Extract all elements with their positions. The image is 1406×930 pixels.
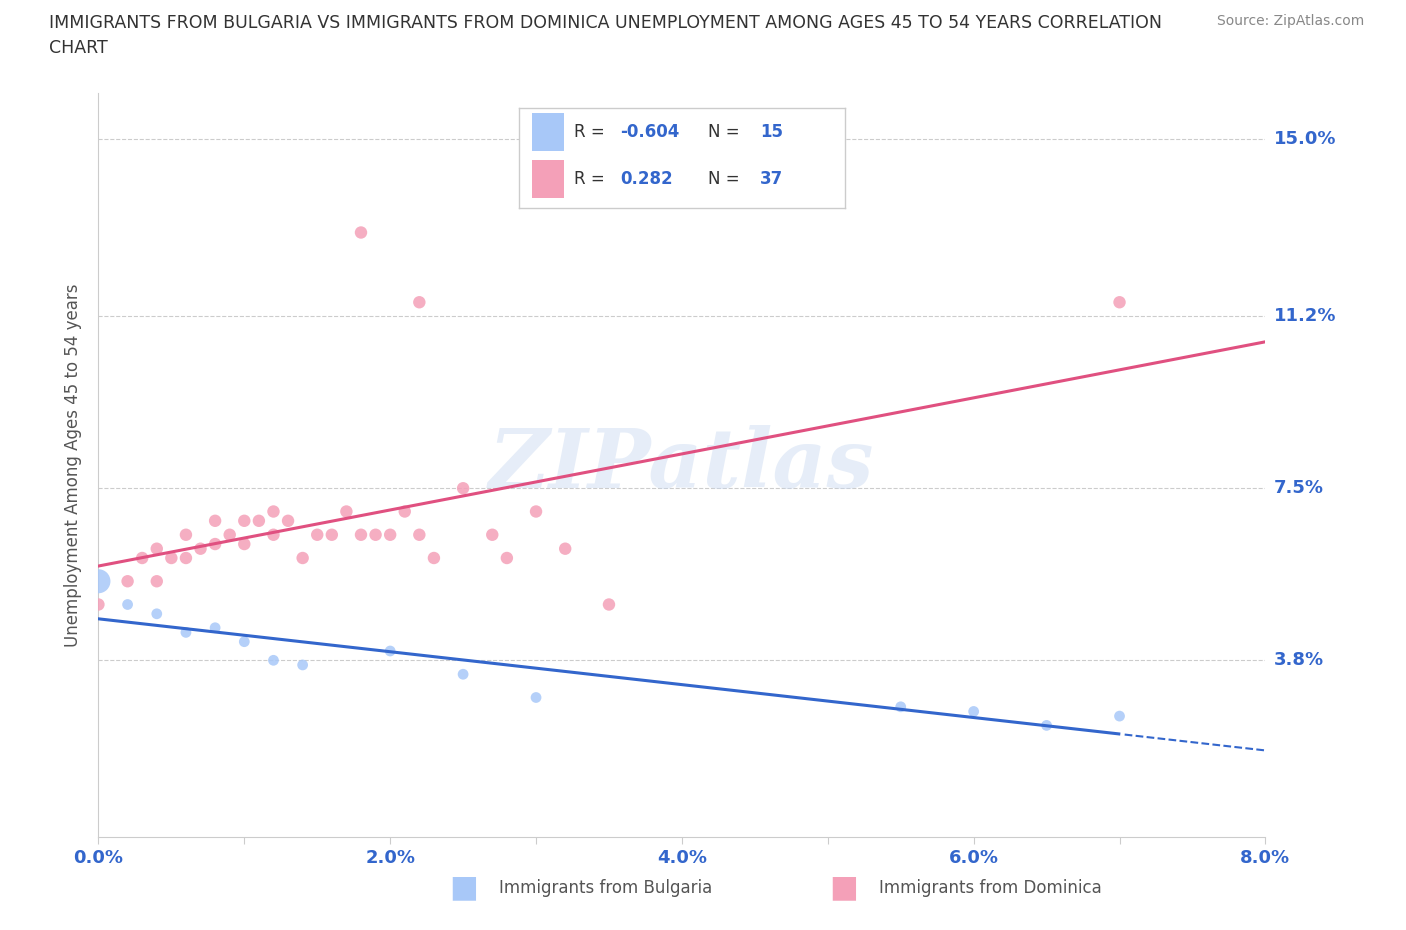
- Text: 11.2%: 11.2%: [1274, 307, 1336, 326]
- Text: ■: ■: [450, 873, 478, 903]
- Point: [146, 606, 169, 621]
- Point: [262, 653, 284, 668]
- Point: [307, 527, 329, 542]
- Point: [204, 537, 226, 551]
- Point: [291, 551, 314, 565]
- Text: 7.5%: 7.5%: [1274, 479, 1323, 498]
- Point: [174, 527, 197, 542]
- Text: CHART: CHART: [49, 39, 108, 57]
- Text: ■: ■: [830, 873, 858, 903]
- Point: [262, 527, 284, 542]
- Point: [350, 225, 373, 240]
- Point: [408, 295, 430, 310]
- Point: [291, 658, 314, 672]
- Point: [350, 527, 373, 542]
- Point: [394, 504, 416, 519]
- Point: [890, 699, 912, 714]
- Y-axis label: Unemployment Among Ages 45 to 54 years: Unemployment Among Ages 45 to 54 years: [65, 284, 83, 646]
- Point: [204, 513, 226, 528]
- Point: [233, 537, 256, 551]
- Point: [174, 551, 197, 565]
- Point: [233, 634, 256, 649]
- Point: [277, 513, 299, 528]
- Point: [146, 541, 169, 556]
- Point: [380, 644, 402, 658]
- Point: [451, 481, 474, 496]
- Point: [190, 541, 212, 556]
- Point: [408, 527, 430, 542]
- Point: [218, 527, 240, 542]
- Point: [160, 551, 183, 565]
- Point: [335, 504, 357, 519]
- Point: [1035, 718, 1057, 733]
- Point: [247, 513, 270, 528]
- Text: IMMIGRANTS FROM BULGARIA VS IMMIGRANTS FROM DOMINICA UNEMPLOYMENT AMONG AGES 45 : IMMIGRANTS FROM BULGARIA VS IMMIGRANTS F…: [49, 14, 1163, 32]
- Text: ZIPatlas: ZIPatlas: [489, 425, 875, 505]
- Point: [146, 574, 169, 589]
- Point: [262, 504, 284, 519]
- Point: [554, 541, 576, 556]
- Point: [233, 513, 256, 528]
- Point: [598, 597, 620, 612]
- Point: [87, 574, 110, 589]
- Point: [174, 625, 197, 640]
- Point: [117, 574, 139, 589]
- Point: [962, 704, 984, 719]
- Point: [87, 597, 110, 612]
- Point: [321, 527, 343, 542]
- Text: 15.0%: 15.0%: [1274, 130, 1336, 149]
- Point: [496, 551, 519, 565]
- Point: [524, 690, 547, 705]
- Point: [451, 667, 474, 682]
- Text: Source: ZipAtlas.com: Source: ZipAtlas.com: [1216, 14, 1364, 28]
- Text: 3.8%: 3.8%: [1274, 651, 1324, 670]
- Point: [117, 597, 139, 612]
- Text: Immigrants from Dominica: Immigrants from Dominica: [879, 879, 1101, 897]
- Text: Immigrants from Bulgaria: Immigrants from Bulgaria: [499, 879, 713, 897]
- Point: [524, 504, 547, 519]
- Point: [131, 551, 153, 565]
- Point: [204, 620, 226, 635]
- Point: [481, 527, 503, 542]
- Point: [1108, 709, 1130, 724]
- Point: [380, 527, 402, 542]
- Point: [423, 551, 446, 565]
- Point: [1108, 295, 1130, 310]
- Point: [364, 527, 387, 542]
